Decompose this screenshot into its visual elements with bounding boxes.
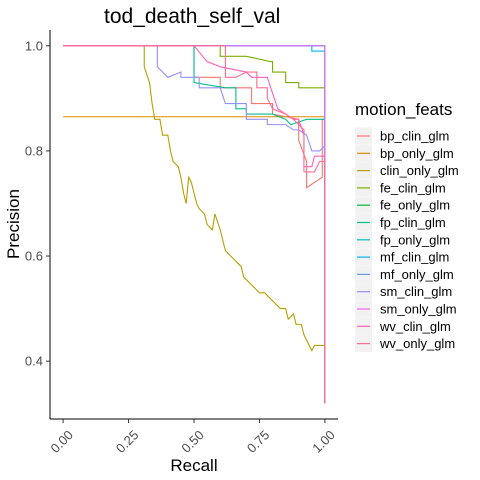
x-axis-title: Recall [170,456,217,475]
series-line-fe_clin_glm [63,45,326,404]
x-tick-label: 1.00 [309,427,338,456]
y-tick-label: 1.0 [25,38,43,53]
y-tick-label: 0.4 [25,354,43,369]
legend-label: sm_only_glm [380,302,457,317]
legend-label: fp_only_glm [380,232,450,247]
legend-label: bp_only_glm [380,146,454,161]
series-line-wv_clin_glm [63,45,326,404]
legend-label: wv_clin_glm [379,319,451,334]
legend-label: fe_only_glm [380,198,450,213]
x-tick-label: 0.00 [47,427,76,456]
legend-label: mf_only_glm [380,267,454,282]
x-ticks: 0.00 0.25 0.50 0.75 1.00 [47,419,338,456]
x-tick-label: 0.50 [178,427,207,456]
legend-title: motion_feats [355,100,452,119]
legend-label: clin_only_glm [380,163,459,178]
series-line-fp_clin_glm [63,45,326,404]
series-line-fe_only_glm [63,45,326,404]
y-ticks: 0.4 0.6 0.8 1.0 [25,38,50,369]
legend-label: fe_clin_glm [380,180,446,195]
legend: motion_feats bp_clin_glm bp_only_glm clin_… [355,100,459,353]
series-line-wv_only_glm [63,45,326,404]
series-line-bp_only_glm [63,116,326,404]
series-line-mf_clin_glm [63,45,326,404]
chart-title: tod_death_self_val [104,5,280,28]
legend-label: mf_clin_glm [380,250,449,265]
series-line-fp_only_glm [63,45,326,404]
legend-label: wv_only_glm [379,336,455,351]
legend-label: bp_clin_glm [380,129,449,144]
series-line-sm_clin_glm [63,45,326,404]
plot-area [63,45,326,404]
y-tick-label: 0.6 [25,249,43,264]
x-tick-label: 0.25 [113,427,142,456]
series-line-clin_only_glm [63,45,326,404]
y-axis-title: Precision [4,189,23,259]
y-tick-label: 0.8 [25,143,43,158]
legend-label: fp_clin_glm [380,215,446,230]
x-tick-label: 0.75 [244,427,273,456]
series-line-bp_clin_glm [63,45,326,404]
series-line-mf_only_glm [63,45,326,404]
series-line-sm_only_glm [63,45,326,404]
legend-label: sm_clin_glm [380,284,452,299]
